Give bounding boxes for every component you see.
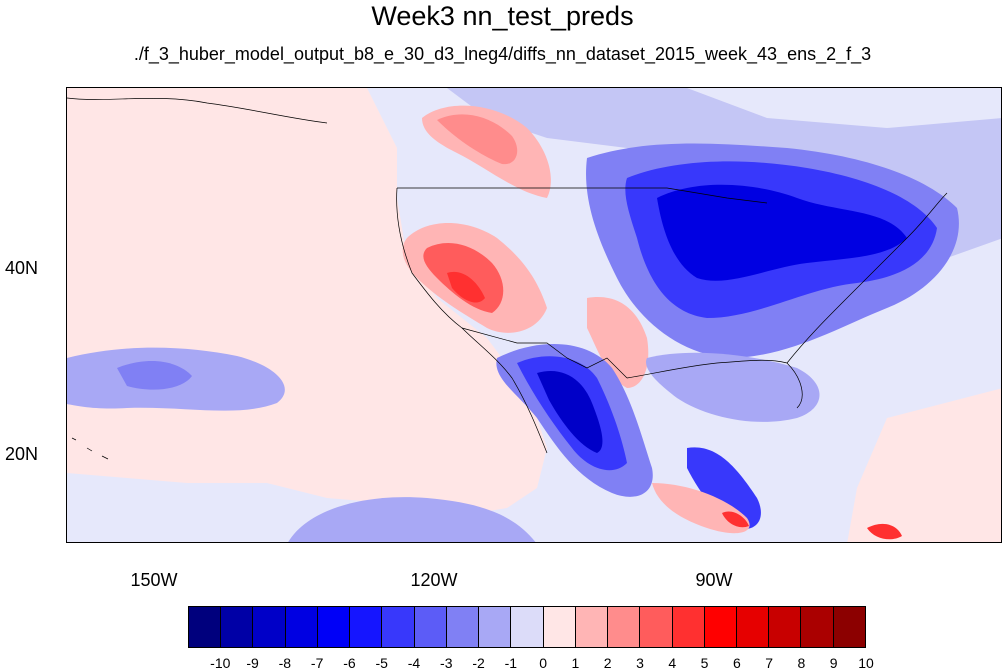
us-mexico-border — [461, 327, 628, 379]
colorbar-tick-label: -4 — [407, 655, 421, 671]
lon-label-90w: 90W — [695, 570, 733, 590]
colorbar-box — [543, 607, 576, 647]
gulf-light-blue — [646, 352, 820, 422]
pacific-blue-core — [117, 361, 192, 390]
map-panel — [66, 87, 1002, 543]
colorbar-box — [446, 607, 480, 647]
southwest-us-core — [447, 271, 485, 303]
pacific-northwest-red — [437, 114, 518, 165]
eastern-us-deep-blue — [657, 184, 907, 281]
colorbar-box — [640, 607, 673, 647]
colorbar-tick-label: 4 — [668, 655, 677, 671]
colorbar-box — [801, 607, 834, 647]
colorbar-box — [833, 607, 865, 647]
map-canvas — [67, 88, 1001, 542]
colorbar-box — [736, 607, 770, 647]
colorbar-tick-label: -2 — [472, 655, 485, 671]
colorbar-tick-label: 10 — [858, 655, 874, 671]
colorbar-tick-label: 2 — [603, 655, 612, 671]
central-america-blue — [687, 447, 761, 529]
colorbar-tick-label: -5 — [375, 655, 388, 671]
colorbar-box — [672, 607, 705, 647]
colorbar-tick-label: -3 — [440, 655, 453, 671]
colorbar-box — [221, 607, 254, 647]
lon-label-120w: 120W — [410, 570, 458, 590]
colorbar-box — [350, 607, 383, 647]
southwest-blue-band — [288, 497, 536, 542]
colorbar-box — [608, 607, 641, 647]
lat-label-40n: 40N — [4, 258, 38, 278]
central-america-red — [722, 511, 749, 528]
colorbar-box — [479, 607, 512, 647]
lat-label-20n: 20N — [4, 444, 38, 464]
colorbar-box — [575, 607, 609, 647]
colorbar-tick-label: 1 — [571, 655, 580, 671]
colorbar-box — [511, 607, 544, 647]
alaska-coastline — [67, 97, 328, 124]
colorbar-tick-label: 5 — [700, 655, 709, 671]
colorbar-tick-label: -9 — [246, 655, 259, 671]
caribbean-red — [867, 523, 902, 540]
colorbar — [188, 606, 866, 648]
colorbar-tick-label: 3 — [636, 655, 644, 671]
colorbar-tick-label: -10 — [210, 655, 231, 671]
colorbar-box — [704, 607, 737, 647]
east-coastline — [786, 192, 948, 364]
us-canada-border — [397, 187, 768, 204]
colorbar-tick-label: -7 — [310, 655, 324, 671]
figure-subtitle: ./f_3_huber_model_output_b8_e_30_d3_lneg… — [133, 44, 872, 64]
colorbar-box — [285, 607, 318, 647]
lon-label-150w: 150W — [130, 570, 178, 590]
colorbar-box — [317, 607, 351, 647]
colorbar-tick-label: 6 — [732, 655, 741, 671]
colorbar-tick-label: -8 — [278, 655, 292, 671]
mexico-deep-blue — [537, 371, 603, 453]
colorbar-box — [769, 607, 802, 647]
figure-title: Week3 nn_test_preds — [371, 1, 634, 31]
colorbar-tick-label: 7 — [765, 655, 774, 671]
hawaii-islands — [71, 437, 109, 460]
colorbar-tick-label: 8 — [797, 655, 806, 671]
texas-pink — [587, 297, 649, 388]
colorbar-box — [382, 607, 415, 647]
south-pink-region — [847, 388, 1001, 542]
colorbar-tick-label: 0 — [539, 655, 548, 671]
colorbar-tick-label: 9 — [829, 655, 838, 671]
colorbar-box — [189, 607, 222, 647]
central-america-pink — [652, 483, 750, 534]
pacific-pink-region — [67, 88, 547, 518]
colorbar-box — [253, 607, 286, 647]
colorbar-box — [414, 607, 447, 647]
colorbar-tick-label: -1 — [504, 655, 518, 671]
gulf-coastline — [626, 359, 803, 409]
colorbar-tick-label: -6 — [343, 655, 356, 671]
